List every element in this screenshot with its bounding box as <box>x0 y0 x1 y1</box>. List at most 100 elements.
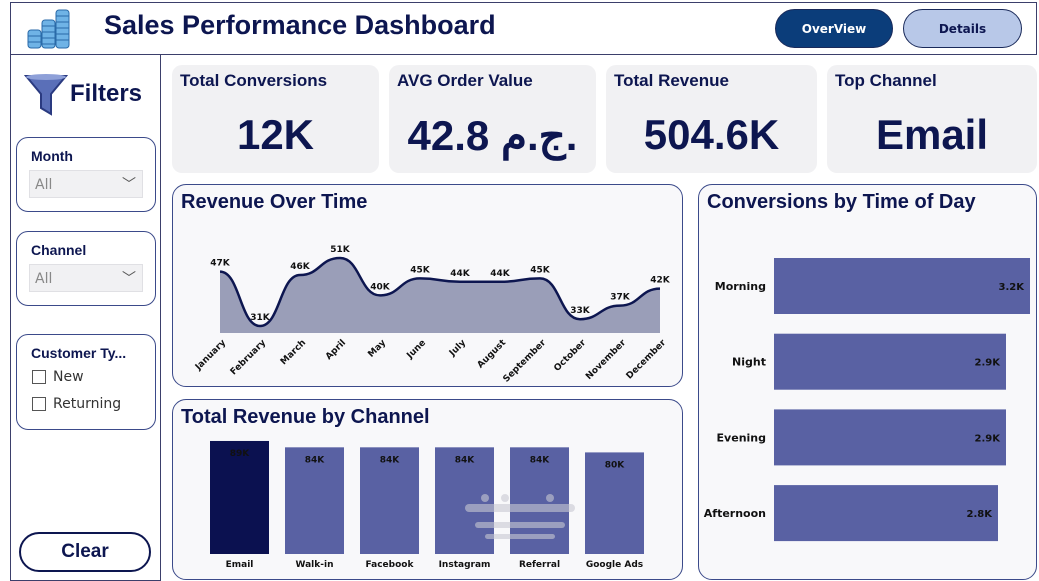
kpi-label: AVG Order Value <box>397 71 533 90</box>
x-tick-label: Instagram <box>439 560 491 570</box>
x-tick-label: March <box>279 338 308 367</box>
data-label: 33K <box>570 306 591 316</box>
data-label: 3.2K <box>999 282 1026 293</box>
x-tick-label: July <box>447 338 468 359</box>
checkbox-returning[interactable]: Returning <box>32 396 121 412</box>
overview-button[interactable]: OverView <box>775 9 893 48</box>
data-label: 2.9K <box>975 358 1002 369</box>
data-label: 46K <box>290 262 311 272</box>
y-tick-label: Night <box>732 356 766 369</box>
data-label: 84K <box>455 455 476 465</box>
kpi-total-conversions: Total Conversions 12K <box>172 65 379 173</box>
chart-title: Conversions by Time of Day <box>707 191 976 213</box>
data-label: 40K <box>370 282 391 292</box>
x-tick-label: February <box>229 338 268 377</box>
bar <box>774 258 1030 314</box>
kpi-label: Total Conversions <box>180 71 328 90</box>
kpi-value: Email <box>875 111 989 158</box>
details-button[interactable]: Details <box>903 9 1022 48</box>
kpi-total-revenue: Total Revenue 504.6K <box>606 65 817 173</box>
checkbox[interactable] <box>32 370 46 384</box>
kpi-avg-order-value: AVG Order Value 42.8 ج.م. <box>389 65 596 173</box>
x-tick-label: Email <box>226 560 254 570</box>
kpi-value: 12K <box>236 111 315 158</box>
data-label: 45K <box>410 265 431 275</box>
area-fill <box>220 258 660 333</box>
bar <box>774 409 1006 466</box>
bar <box>285 447 344 554</box>
customer-type-filter: Customer Ty... New Returning <box>16 334 156 430</box>
x-tick-label: January <box>193 338 228 373</box>
bar <box>360 447 419 554</box>
channel-dropdown[interactable]: All ﹀ <box>29 264 143 292</box>
x-tick-label: April <box>324 338 348 362</box>
kpi-top-channel: Top Channel Email <box>827 65 1037 173</box>
y-tick-label: Afternoon <box>704 507 766 520</box>
channel-value: All <box>35 271 53 287</box>
data-label: 2.8K <box>967 509 994 520</box>
data-label: 31K <box>250 313 271 323</box>
x-tick-label: Facebook <box>366 560 415 570</box>
kpi-label: Top Channel <box>835 71 937 90</box>
bar <box>774 485 998 542</box>
data-label: 44K <box>490 269 511 279</box>
month-filter: Month All ﹀ <box>16 137 156 212</box>
conversions-by-time-panel: Conversions by Time of Day 3.2K Morning 2.… <box>698 184 1037 580</box>
option-label: Returning <box>53 396 122 412</box>
x-tick-label: December <box>625 338 669 382</box>
data-label: 89K <box>230 449 251 459</box>
chevron-down-icon: ﹀ <box>122 271 136 287</box>
y-tick-label: Evening <box>717 431 766 444</box>
data-label: 44K <box>450 269 471 279</box>
revenue-over-time-panel: Revenue Over Time 47K January 31K February 4… <box>172 184 683 387</box>
x-tick-label: September <box>502 338 549 385</box>
funnel-icon <box>23 72 69 122</box>
option-label: New <box>53 369 84 385</box>
checkbox[interactable] <box>32 397 46 411</box>
month-value: All <box>35 177 53 193</box>
bar <box>210 440 269 554</box>
revenue-line-chart: 47K January 31K February 46K March 51K April 40K… <box>193 245 671 385</box>
data-label: 42K <box>650 276 671 286</box>
bar <box>774 333 1006 390</box>
revenue-by-channel-panel: Total Revenue by Channel 89K Email 84K Walk… <box>172 399 683 580</box>
filters-title: Filters <box>70 80 143 107</box>
x-tick-label: August <box>476 338 509 371</box>
coins-logo-icon <box>26 8 72 54</box>
data-label: 2.9K <box>975 433 1002 444</box>
data-label: 84K <box>380 455 401 465</box>
data-label: 37K <box>610 293 631 303</box>
watermark <box>455 490 585 546</box>
x-tick-label: Walk-in <box>296 560 334 570</box>
chart-title: Total Revenue by Channel <box>181 406 430 428</box>
x-tick-label: June <box>405 338 429 362</box>
page-title: Sales Performance Dashboard <box>104 10 496 40</box>
kpi-label: Total Revenue <box>614 71 729 90</box>
bar <box>585 452 644 554</box>
kpi-value: 42.8 ج.م. <box>407 112 578 159</box>
x-tick-label: Google Ads <box>586 560 643 570</box>
clear-button[interactable]: Clear <box>19 532 151 572</box>
series-line <box>219 256 661 328</box>
chevron-down-icon: ﹀ <box>122 177 136 193</box>
customer-type-label: Customer Ty... <box>31 345 127 361</box>
x-tick-label: May <box>366 338 388 360</box>
data-label: 84K <box>305 455 326 465</box>
data-label: 51K <box>330 245 351 255</box>
kpi-value: 504.6K <box>643 111 780 158</box>
time-of-day-bar-chart: 3.2K Morning 2.9K Night 2.9K Evening 2.8K After… <box>704 258 1030 542</box>
x-tick-label: November <box>584 338 628 382</box>
x-tick-label: October <box>552 338 588 374</box>
month-dropdown[interactable]: All ﹀ <box>29 170 143 198</box>
month-label: Month <box>31 148 73 164</box>
channel-label: Channel <box>31 242 87 258</box>
data-label: 45K <box>530 265 551 275</box>
data-label: 84K <box>530 455 551 465</box>
x-tick-label: Referral <box>519 560 560 570</box>
chart-title: Revenue Over Time <box>181 191 368 213</box>
data-label: 80K <box>605 460 626 470</box>
data-label: 47K <box>210 259 231 269</box>
checkbox-new[interactable]: New <box>32 369 84 385</box>
channel-filter: Channel All ﹀ <box>16 231 156 306</box>
y-tick-label: Morning <box>715 280 766 293</box>
